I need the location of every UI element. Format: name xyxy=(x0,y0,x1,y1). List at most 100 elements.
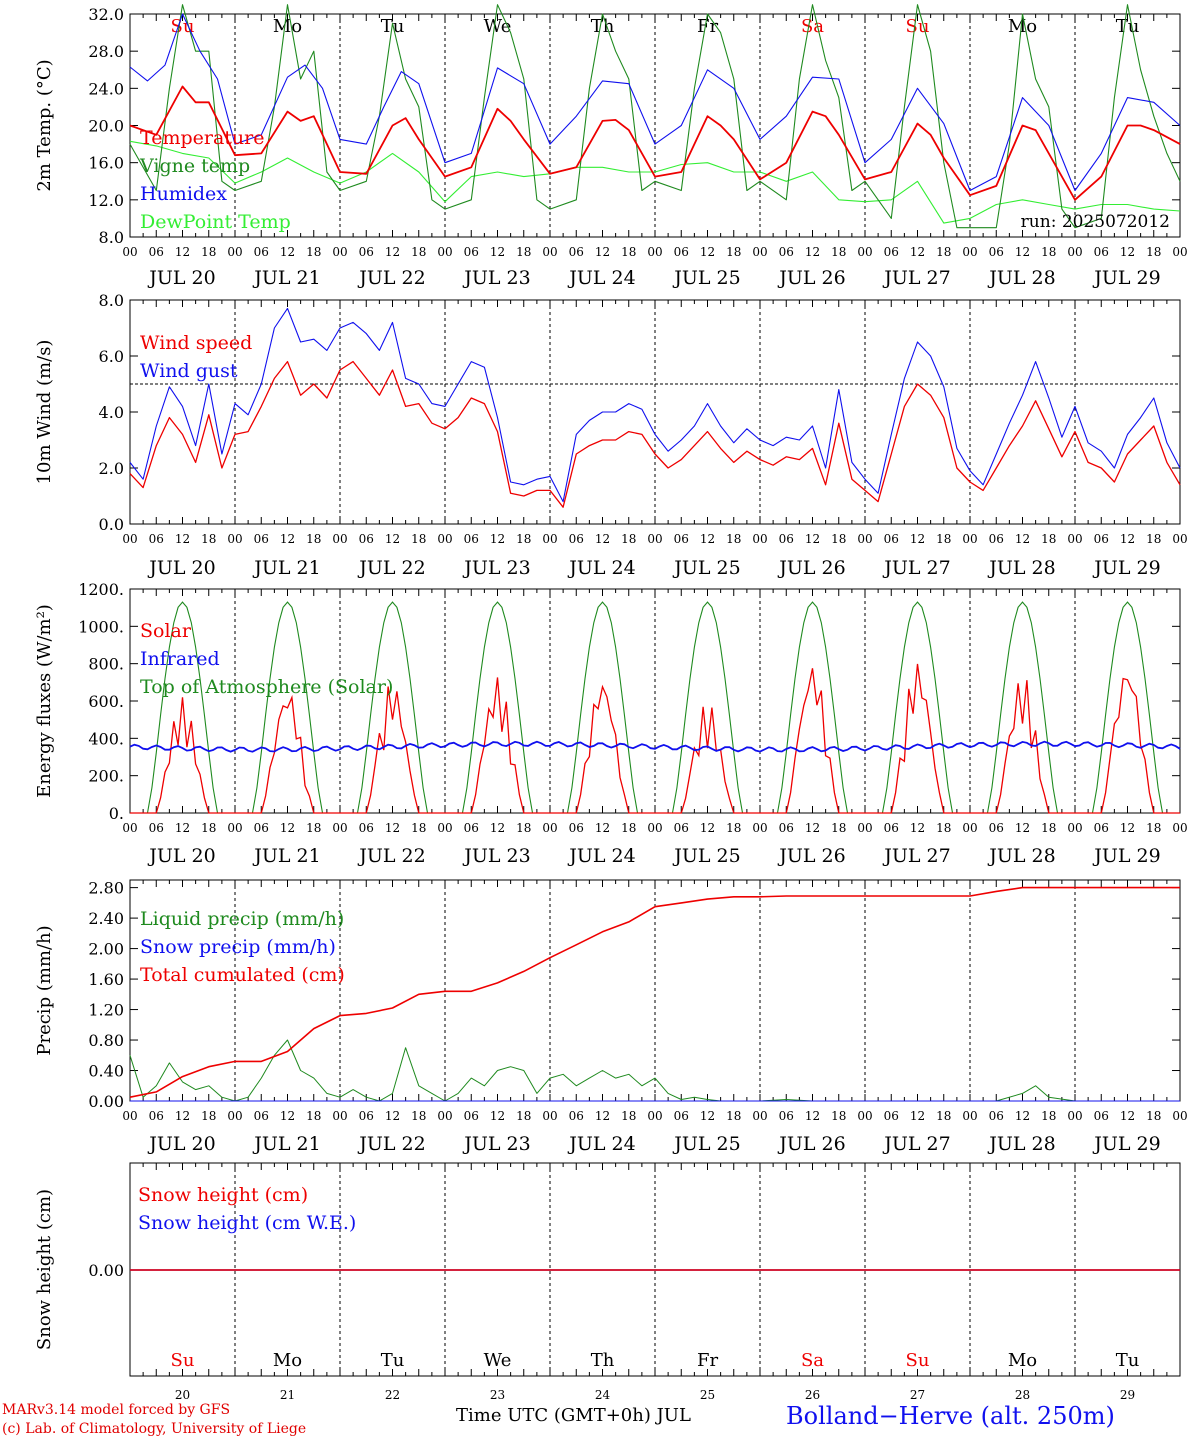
series-temperature xyxy=(129,85,1181,201)
hour-tick-label: 18 xyxy=(1041,532,1056,546)
series-vigne-temp xyxy=(129,4,1181,229)
hour-tick-label: 00 xyxy=(542,245,557,259)
hour-tick-label: 00 xyxy=(1172,821,1187,835)
hour-tick-label: 00 xyxy=(1172,245,1187,259)
hour-tick-label: 12 xyxy=(1120,1109,1135,1123)
day-label: JUL 20 xyxy=(147,557,215,579)
hour-tick-label: 18 xyxy=(516,532,531,546)
hour-tick-label: 12 xyxy=(700,245,715,259)
y-tick-label: 2.40 xyxy=(88,909,124,928)
hour-tick-label: 18 xyxy=(411,532,426,546)
weekday-label: We xyxy=(484,16,512,37)
day-label: JUL 21 xyxy=(252,845,320,867)
hour-tick-label: 06 xyxy=(464,821,479,835)
hour-tick-label: 06 xyxy=(674,532,689,546)
hour-tick-label: 18 xyxy=(306,532,321,546)
hour-tick-label: 12 xyxy=(700,1109,715,1123)
day-label: JUL 26 xyxy=(777,557,845,579)
hour-tick-label: 18 xyxy=(1041,821,1056,835)
series-humidex xyxy=(129,13,1181,192)
day-number-label: 21 xyxy=(280,1388,295,1402)
day-label: JUL 27 xyxy=(882,557,950,579)
hour-tick-label: 18 xyxy=(936,245,951,259)
hour-tick-label: 12 xyxy=(280,821,295,835)
hour-tick-label: 06 xyxy=(569,1109,584,1123)
legend-entry: Humidex xyxy=(140,183,227,205)
day-label: JUL 25 xyxy=(672,845,740,867)
series-total-cumulated-cm xyxy=(129,886,1180,1098)
hour-tick-label: 18 xyxy=(726,532,741,546)
legend-entry: Wind speed xyxy=(140,332,252,354)
hour-tick-label: 06 xyxy=(989,821,1004,835)
y-tick-label: 1.60 xyxy=(88,970,124,989)
day-label: JUL 28 xyxy=(987,845,1055,867)
day-label: JUL 22 xyxy=(357,267,425,289)
hour-tick-label: 18 xyxy=(1146,1109,1161,1123)
hour-tick-label: 12 xyxy=(805,821,820,835)
day-label: JUL 23 xyxy=(462,267,530,289)
day-number-label: 24 xyxy=(595,1388,611,1402)
hour-tick-label: 12 xyxy=(910,1109,925,1123)
legend-entry: Infrared xyxy=(140,648,220,670)
weekday-label: Mo xyxy=(1008,1350,1037,1371)
hour-tick-label: 06 xyxy=(569,532,584,546)
hour-tick-label: 06 xyxy=(1094,532,1109,546)
hour-tick-label: 12 xyxy=(385,821,400,835)
day-label: JUL 26 xyxy=(777,845,845,867)
hour-tick-label: 00 xyxy=(437,821,452,835)
day-label: JUL 21 xyxy=(252,557,320,579)
day-label: JUL 28 xyxy=(987,267,1055,289)
hour-tick-label: 06 xyxy=(569,821,584,835)
weekday-label: Su xyxy=(171,1350,195,1371)
hour-tick-label: 12 xyxy=(910,821,925,835)
day-label: JUL 23 xyxy=(462,845,530,867)
hour-tick-label: 00 xyxy=(332,1109,347,1123)
y-tick-label: 0.0 xyxy=(99,515,124,534)
hour-tick-label: 18 xyxy=(411,245,426,259)
hour-tick-label: 18 xyxy=(201,532,216,546)
hour-tick-label: 00 xyxy=(542,532,557,546)
y-axis-label: 2m Temp. (°C) xyxy=(34,59,55,191)
hour-tick-label: 18 xyxy=(936,821,951,835)
hour-tick-label: 06 xyxy=(884,821,899,835)
hour-tick-label: 12 xyxy=(175,245,190,259)
legend-entry: Temperature xyxy=(140,127,264,149)
hour-tick-label: 12 xyxy=(385,245,400,259)
hour-tick-label: 12 xyxy=(595,1109,610,1123)
hour-tick-label: 06 xyxy=(1094,245,1109,259)
day-label: JUL 24 xyxy=(567,267,635,289)
hour-tick-label: 18 xyxy=(1146,245,1161,259)
day-label: JUL 22 xyxy=(357,557,425,579)
weekday-label: Th xyxy=(591,1350,615,1371)
hour-tick-label: 00 xyxy=(962,532,977,546)
hour-tick-label: 18 xyxy=(306,1109,321,1123)
y-tick-label: 0.40 xyxy=(88,1062,124,1081)
day-number-label: 26 xyxy=(805,1388,820,1402)
hour-tick-label: 18 xyxy=(1041,245,1056,259)
hour-tick-label: 12 xyxy=(490,532,505,546)
weekday-label: Tu xyxy=(1116,16,1140,37)
weekday-label: Sa xyxy=(801,16,824,37)
time-axis-label: Time UTC (GMT+0h) JUL xyxy=(456,1405,691,1426)
hour-tick-label: 00 xyxy=(542,1109,557,1123)
hour-tick-label: 18 xyxy=(516,821,531,835)
weekday-label: Mo xyxy=(1008,16,1037,37)
hour-tick-label: 18 xyxy=(1146,532,1161,546)
y-tick-label: 12.0 xyxy=(88,191,124,210)
legend-entry: Solar xyxy=(140,620,192,642)
hour-tick-label: 00 xyxy=(437,245,452,259)
day-number-label: 20 xyxy=(175,1388,190,1402)
hour-tick-label: 18 xyxy=(621,532,636,546)
day-label: JUL 24 xyxy=(567,557,635,579)
series-infrared xyxy=(129,740,1181,753)
hour-tick-label: 06 xyxy=(674,1109,689,1123)
hour-tick-label: 12 xyxy=(175,821,190,835)
weekday-label: Tu xyxy=(1116,1350,1140,1371)
hour-tick-label: 06 xyxy=(884,532,899,546)
hour-tick-label: 12 xyxy=(805,245,820,259)
weekday-label: Su xyxy=(906,16,930,37)
legend-entry: Vigne temp xyxy=(139,155,250,177)
legend-entry: DewPoint Temp xyxy=(140,211,291,233)
hour-tick-label: 18 xyxy=(306,821,321,835)
hour-tick-label: 18 xyxy=(726,821,741,835)
